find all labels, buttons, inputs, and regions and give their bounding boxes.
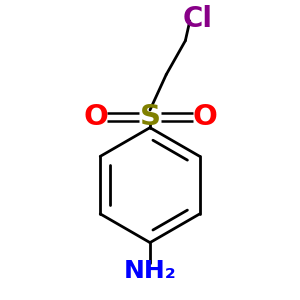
Text: S: S — [140, 103, 160, 131]
Text: NH₂: NH₂ — [124, 259, 176, 283]
Text: Cl: Cl — [182, 4, 212, 33]
Text: O: O — [83, 103, 108, 131]
Text: O: O — [192, 103, 217, 131]
